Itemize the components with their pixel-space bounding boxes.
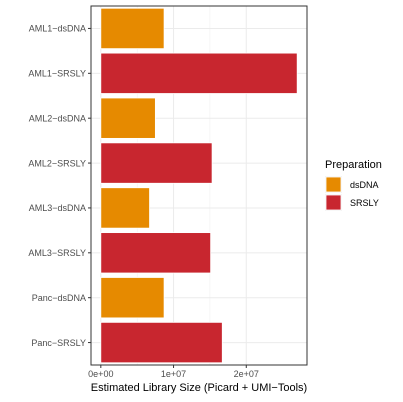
x-axis-title: Estimated Library Size (Picard + UMI−Too…	[91, 382, 307, 394]
x-tick-label: 1e+07	[161, 369, 186, 379]
bar-4	[100, 187, 150, 229]
bar-7	[100, 321, 223, 364]
x-tick-label: 2e+07	[234, 369, 259, 379]
y-tick-label: AML3−SRSLY	[28, 248, 86, 258]
legend-title: Preparation	[325, 159, 382, 171]
bars	[100, 7, 298, 364]
bar-5	[100, 232, 212, 274]
legend-swatch-dsdna	[325, 176, 342, 193]
y-tick-label: Panc−SRSLY	[31, 338, 86, 348]
y-tick-label: AML3−dsDNA	[29, 203, 86, 213]
bar-0	[100, 7, 165, 50]
y-tick-label: AML1−SRSLY	[28, 69, 86, 79]
bar-1	[100, 52, 298, 94]
legend-label: dsDNA	[350, 180, 379, 190]
bar-6	[100, 277, 165, 319]
legend-swatch-srsly	[325, 194, 342, 211]
x-tick-label: 0e+00	[88, 369, 113, 379]
plot-border	[90, 5, 308, 366]
legend-label: SRSLY	[350, 198, 379, 208]
y-tick-label: AML2−dsDNA	[29, 113, 86, 123]
y-tick-label: Panc−dsDNA	[32, 293, 86, 303]
y-tick-label: AML2−SRSLY	[28, 158, 86, 168]
bar-3	[100, 142, 213, 184]
legend: Preparation dsDNA SRSLY	[325, 159, 382, 211]
y-tick-label: AML1−dsDNA	[29, 24, 86, 34]
x-axis: 0e+00 1e+07 2e+07	[88, 365, 259, 379]
bar-2	[100, 97, 156, 139]
y-axis: AML1−dsDNA AML1−SRSLY AML2−dsDNA AML2−SRSLY…	[28, 24, 91, 348]
